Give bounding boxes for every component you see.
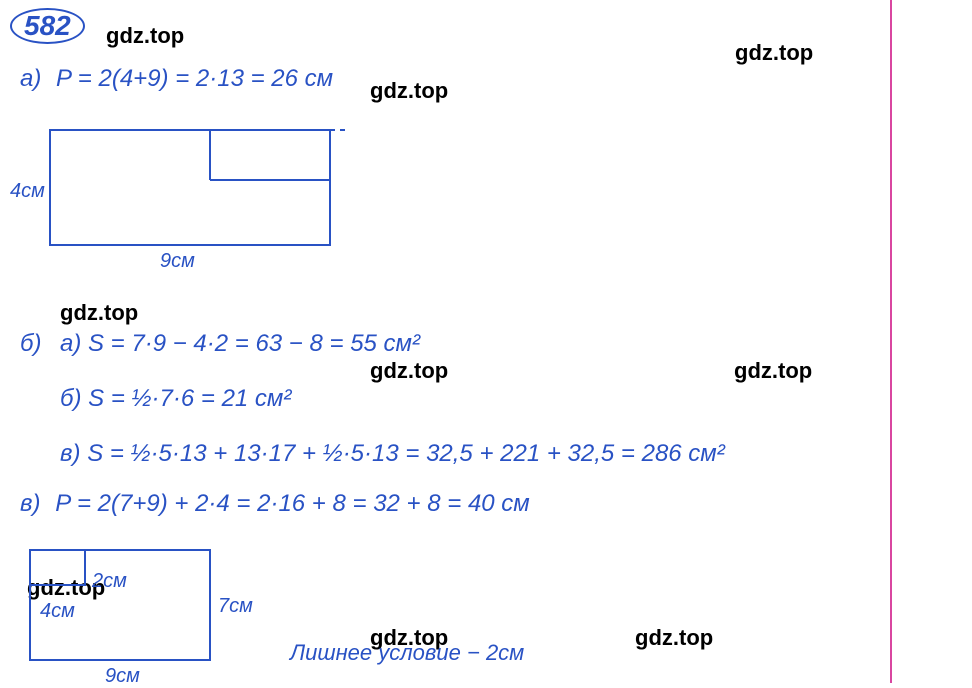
line-a: а) P = 2(4+9) = 2·13 = 26 см [20, 65, 333, 93]
watermark-1: gdz.top [106, 23, 184, 49]
watermark-2: gdz.top [735, 40, 813, 66]
figure-1: 4см 9см [40, 120, 360, 265]
figure-2-label-7cm: 7см [218, 595, 253, 618]
figure-1-label-9cm: 9см [160, 250, 195, 273]
watermark-3: gdz.top [370, 78, 448, 104]
note-text: Лишнее условие − 2см [290, 640, 524, 666]
watermark-9: gdz.top [635, 625, 713, 651]
figure-1-svg [40, 120, 360, 260]
figure-1-outer-rect [50, 130, 330, 245]
watermark-5: gdz.top [370, 358, 448, 384]
figure-2-label-4cm: 4см [40, 600, 75, 623]
watermark-6: gdz.top [734, 358, 812, 384]
line-v-formula: P = 2(7+9) + 2·4 = 2·16 + 8 = 32 + 8 = 4… [55, 490, 530, 517]
figure-1-label-4cm: 4см [10, 180, 45, 203]
line-v-label: в) [20, 490, 41, 517]
line-b-sub-v: в) S = ½·5·13 + 13·17 + ½·5·13 = 32,5 + … [60, 440, 725, 468]
vertical-margin-line [890, 0, 892, 683]
line-b-label: б) [20, 330, 42, 358]
line-b-sub-a: а) S = 7·9 − 4·2 = 63 − 8 = 55 см² [60, 330, 420, 358]
problem-number-circle: 582 [10, 8, 85, 44]
line-a-formula: P = 2(4+9) = 2·13 = 26 см [56, 65, 333, 92]
problem-number-text: 582 [24, 10, 71, 41]
line-b-label-text: б) [20, 330, 42, 357]
line-b-sub-b: б) S = ½·7·6 = 21 см² [60, 385, 291, 413]
problem-number: 582 [10, 8, 85, 44]
line-v: в) P = 2(7+9) + 2·4 = 2·16 + 8 = 32 + 8 … [20, 490, 530, 518]
figure-2: 2см 4см 7см 9см [20, 540, 270, 685]
figure-2-label-2cm: 2см [92, 570, 127, 593]
line-a-label: а) [20, 65, 41, 92]
watermark-4: gdz.top [60, 300, 138, 326]
figure-2-inner-rect [30, 550, 85, 585]
figure-2-label-9cm: 9см [105, 665, 140, 688]
